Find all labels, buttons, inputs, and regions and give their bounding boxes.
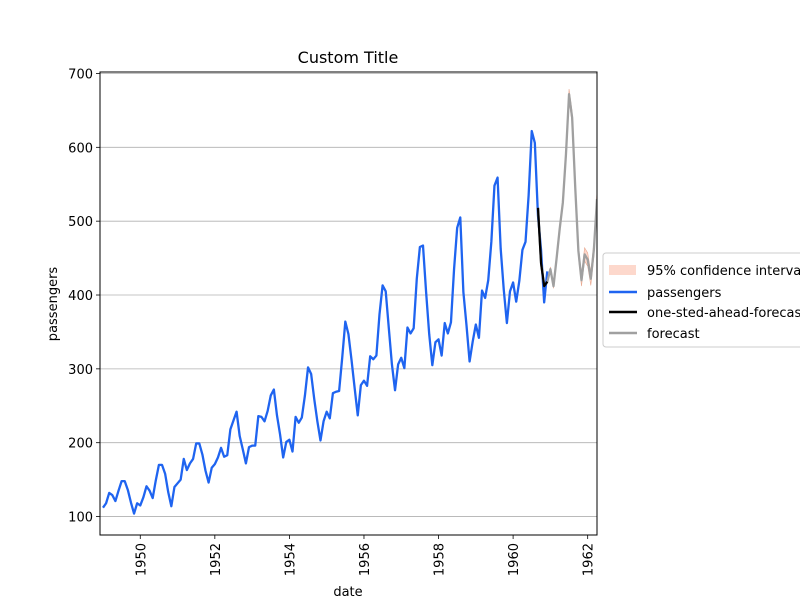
y-tick-label: 100 [68,511,93,526]
y-tick-label: 400 [68,289,93,304]
y-tick-label: 600 [68,141,93,156]
chart-title: Custom Title [298,48,399,67]
y-axis-ticks: 100 200 300 400 500 600 700 [68,67,100,526]
legend-label-osa: one-sted-ahead-forecast [647,306,800,321]
series-layer [102,93,597,515]
legend-label-ci: 95% confidence interval [647,264,800,279]
y-tick-label: 200 [68,437,93,452]
x-tick-label: 1960 [507,543,522,576]
x-axis-ticks: 1950 1952 1954 1956 1958 1960 1962 [134,535,597,576]
y-tick-label: 300 [68,363,93,378]
legend: 95% confidence interval passengers one-s… [602,252,800,348]
legend-frame [602,252,800,348]
y-axis-label: passengers [46,267,61,342]
x-tick-label: 1962 [582,543,597,576]
x-tick-label: 1956 [358,543,373,576]
y-tick-label: 500 [68,215,93,230]
legend-label-forecast: forecast [647,327,700,342]
legend-swatch-ci [609,265,636,275]
x-tick-label: 1954 [283,543,298,576]
series-line-forecast [536,93,597,288]
x-tick-label: 1958 [433,543,448,576]
series-line-passengers [102,129,549,515]
grid-lines [100,73,597,517]
x-axis-label: date [333,585,362,600]
legend-label-passengers: passengers [647,286,722,301]
x-tick-label: 1950 [134,543,149,576]
y-tick-label: 700 [68,67,93,82]
series-line-osa [536,207,549,288]
plot-frame [99,71,598,536]
x-tick-label: 1952 [209,543,224,576]
